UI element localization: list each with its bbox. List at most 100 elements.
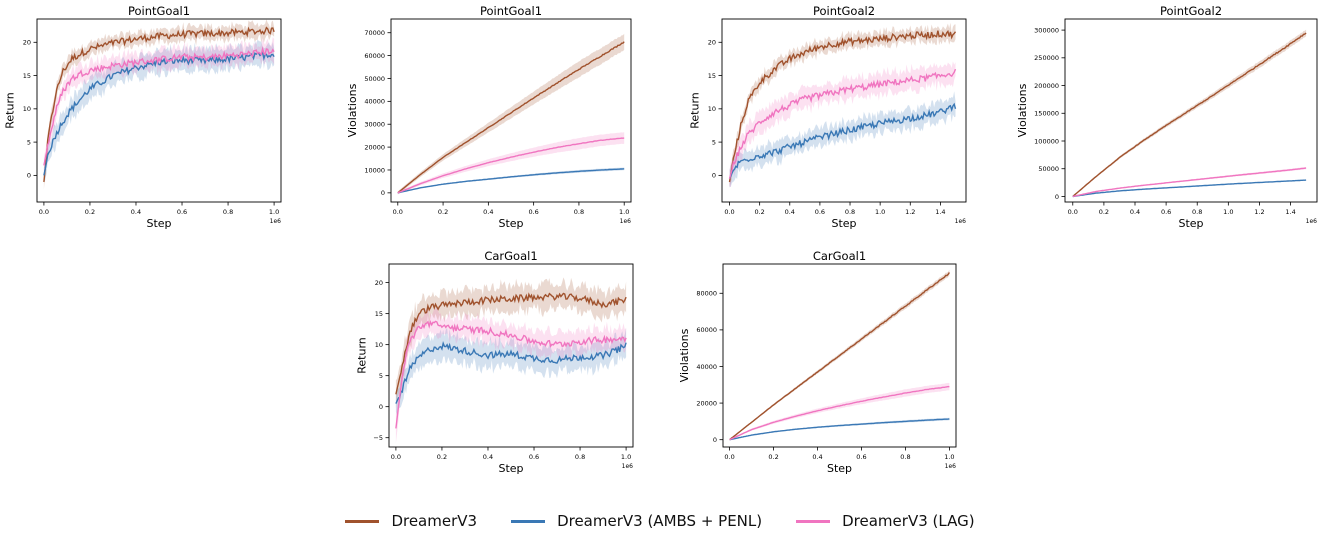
chart-title: CarGoal1 (813, 249, 866, 263)
y-tick-label: 50000 (1038, 165, 1059, 173)
legend-label-ambs-penl: DreamerV3 (AMBS + PENL) (557, 512, 763, 530)
y-tick-label: 80000 (696, 290, 717, 298)
x-tick-label: 1.0 (619, 208, 629, 216)
y-tick-label: 5 (379, 372, 383, 380)
x-tick-label: 0.0 (724, 453, 734, 461)
y-tick-label: 250000 (1034, 54, 1059, 62)
plot-frame (721, 18, 967, 203)
line-dreamerv3-lag (43, 46, 275, 166)
x-tick-label: 0.2 (85, 208, 95, 216)
line-dreamerv3 (397, 41, 625, 194)
chart-panel-6: 0.0 0.2 0.4 0.6 0.8 1.0 0 20000 40000 60000 80000 C… (678, 249, 957, 475)
y-tick-label: 0 (1055, 193, 1059, 201)
x-tick-label: 0.2 (768, 453, 778, 461)
line-dreamerv3 (395, 292, 627, 395)
plot-frame (390, 18, 632, 203)
band-dreamerv3-lag (729, 382, 950, 441)
y-tick-label: 15 (23, 72, 31, 80)
line-dreamerv3 (728, 29, 957, 183)
x-scale-label: 1e6 (622, 463, 634, 470)
y-tick-label: 20000 (364, 143, 385, 151)
legend: DreamerV3 DreamerV3 (AMBS + PENL) Dreame… (0, 506, 1320, 536)
band-dreamerv3-lag (43, 37, 275, 175)
plot-frame (36, 18, 282, 203)
x-scale-label: 1e6 (945, 463, 957, 470)
line-dreamerv3-lag (397, 137, 625, 194)
y-tick-label: 0 (713, 436, 717, 444)
line-dreamerv3 (43, 26, 275, 183)
line-dreamerv3-ambs-penl (728, 102, 957, 179)
line-dreamerv3 (1072, 32, 1307, 198)
plot-frame (1064, 18, 1318, 203)
legend-swatch-ambs-penl (511, 519, 546, 523)
x-tick-label: 1.0 (875, 208, 885, 216)
legend-item-dreamerv3: DreamerV3 (345, 512, 477, 530)
y-tick-label: 60000 (696, 326, 717, 334)
band-dreamerv3-ambs-penl (729, 91, 956, 188)
x-tick-label: 1.2 (1254, 208, 1264, 216)
x-tick-label: 0.6 (177, 208, 187, 216)
line-dreamerv3-ambs-penl (395, 340, 627, 404)
figure: 0.0 0.2 0.4 0.6 0.8 1.0 0 5 10 15 20 PointGoal1 Step… (3, 4, 1318, 475)
y-tick-label: 20 (23, 39, 31, 47)
x-tick-label: 1.0 (1223, 208, 1233, 216)
y-tick-label: 5 (27, 138, 31, 146)
y-tick-label: 300000 (1034, 26, 1059, 34)
x-tick-label: 0.0 (1068, 208, 1078, 216)
y-tick-label: 200000 (1034, 82, 1059, 90)
x-tick-label: 0.4 (483, 208, 493, 216)
x-scale-label: 1e6 (270, 218, 282, 225)
legend-item-ambs-penl: DreamerV3 (AMBS + PENL) (511, 512, 762, 530)
y-tick-label: 20 (375, 279, 383, 287)
line-dreamerv3-lag (395, 319, 627, 429)
chart-panel-1: 0.0 0.2 0.4 0.6 0.8 1.0 0 5 10 15 20 PointGoal1 Step… (3, 4, 282, 230)
x-tick-label: 0.0 (724, 208, 734, 216)
y-tick-label: 10000 (364, 166, 385, 174)
y-tick-label: 10 (375, 341, 383, 349)
y-tick-label: 70000 (364, 29, 385, 37)
x-tick-label: 0.6 (528, 208, 538, 216)
x-tick-label: 0.0 (391, 453, 401, 461)
legend-label-dreamerv3: DreamerV3 (391, 512, 478, 530)
y-tick-label: 150000 (1034, 110, 1059, 118)
chart-title: CarGoal1 (484, 249, 537, 263)
y-tick-label: 0 (381, 189, 385, 197)
x-tick-label: 0.4 (812, 453, 822, 461)
band-dreamerv3-ambs-penl (395, 327, 627, 416)
line-dreamerv3-lag (729, 385, 950, 441)
x-tick-label: 0.2 (438, 208, 448, 216)
y-tick-label: 60000 (364, 52, 385, 60)
x-tick-label: 1.0 (621, 453, 631, 461)
x-tick-label: 0.6 (856, 453, 866, 461)
y-axis-label: Return (3, 92, 16, 129)
x-tick-label: 1.2 (905, 208, 915, 216)
x-axis-label: Step (498, 462, 523, 475)
y-tick-label: 20000 (696, 399, 717, 407)
x-axis-label: Step (146, 217, 171, 230)
x-tick-label: 1.0 (944, 453, 954, 461)
x-scale-label: 1e6 (1306, 218, 1318, 225)
band-dreamerv3-lag (395, 306, 627, 444)
x-tick-label: 1.4 (935, 208, 945, 216)
x-tick-label: 0.2 (754, 208, 764, 216)
legend-label-lag: DreamerV3 (LAG) (842, 512, 975, 530)
x-tick-label: 0.8 (575, 453, 585, 461)
y-tick-label: 15 (708, 72, 716, 80)
line-dreamerv3-lag (1072, 167, 1307, 198)
x-scale-label: 1e6 (620, 218, 632, 225)
band-dreamerv3 (43, 19, 275, 190)
x-scale-label: 1e6 (955, 218, 967, 225)
band-dreamerv3 (729, 22, 956, 187)
x-tick-label: 0.8 (1192, 208, 1202, 216)
y-axis-label: Violations (346, 83, 359, 137)
x-axis-label: Step (498, 217, 523, 230)
y-axis-label: Violations (1016, 83, 1029, 137)
band-dreamerv3-lag (397, 132, 625, 194)
x-tick-label: 0.2 (1099, 208, 1109, 216)
x-tick-label: 0.0 (39, 208, 49, 216)
legend-item-lag: DreamerV3 (LAG) (796, 512, 975, 530)
x-tick-label: 1.4 (1285, 208, 1295, 216)
chart-title: PointGoal2 (813, 4, 875, 18)
chart-title: PointGoal1 (480, 4, 542, 18)
band-dreamerv3-ambs-penl (729, 417, 950, 440)
